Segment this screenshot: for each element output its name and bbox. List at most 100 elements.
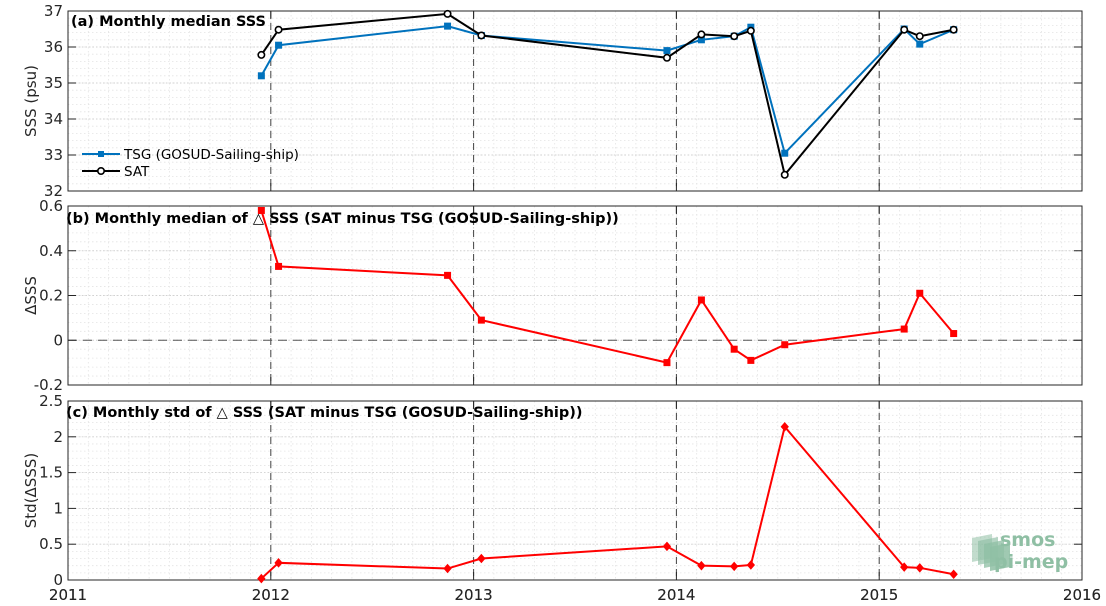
data-point [730,32,739,41]
grid [67,400,1083,581]
data-point [443,563,452,574]
data-point [697,296,705,304]
data-point [950,330,958,338]
series-0 [257,422,958,584]
data-point [780,422,789,432]
data-point [275,262,283,270]
panel-b-monthly-median-delta-sss: -0.2 0 0.2 0.4 0.6 ΔSSS (b) Monthly median of … [22,197,1083,394]
y-tick-label: 36 [44,38,63,56]
data-point [915,563,924,573]
series-line [260,210,955,364]
x-tick-label: 2014 [657,586,695,604]
data-point [949,569,958,580]
series-line [260,12,954,177]
y-tick-label: 32 [44,182,63,200]
x-tick-label: 2012 [252,586,290,604]
smos-pi-mep-logo: smos pi-mep [972,529,1068,573]
data-point [257,50,266,59]
x-tick-label: 2016 [1063,586,1101,604]
y-tick-label: 33 [44,146,63,164]
data-point [443,9,452,18]
data-point [781,149,789,157]
panel-a-monthly-median-sss: 32 33 34 35 36 37 2011 2012 2013 2014 2015 2016 SSS … [22,2,1101,604]
y-tick-label: 1 [53,499,63,517]
panel-title: (b) Monthly median of △ SSS (SAT minus T… [66,211,619,227]
y-tick-label: 0.4 [39,242,63,260]
data-point [900,25,909,34]
y-axis-label: SSS (psu) [22,65,40,137]
panel-title: (a) Monthly median SSS [71,14,266,30]
data-point [477,31,486,40]
data-point [916,40,924,48]
y-axis-label: Std(ΔSSS) [22,453,40,528]
data-point [274,558,283,568]
y-tick-label: 34 [44,110,63,128]
x-tick-label: 2014 [657,586,695,604]
y-tick-label: 37 [44,2,63,20]
x-tick-label: 2016 [1063,586,1101,604]
data-point [275,41,283,49]
data-point [781,341,789,349]
data-point [444,271,452,279]
legend: TSG (GOSUD-Sailing-ship)SAT [82,147,299,180]
y-tick-label: 0.5 [39,535,63,553]
series-0 [257,22,958,157]
data-point [697,30,706,39]
data-point [257,72,265,80]
data-point [747,356,755,364]
y-tick-label: 0.6 [39,197,63,215]
series-line [260,25,955,156]
data-point [663,47,671,55]
y-tick-label: 0 [53,331,63,349]
y-tick-label: 1.5 [39,464,63,482]
data-point [916,289,924,297]
x-tick-label: 2015 [860,586,898,604]
data-point [730,561,739,572]
data-point [697,560,706,571]
data-point [477,316,485,324]
x-tick-label: 2013 [455,586,493,604]
logo-line-1: smos [1000,529,1055,551]
data-point [257,206,265,214]
x-tick-label: 2013 [455,586,493,604]
logo-layer [990,543,1010,571]
data-point [780,170,789,179]
x-tick-label: 2015 [860,586,898,604]
x-tick-label: 2011 [49,586,87,604]
data-point [915,32,924,41]
data-point [746,26,755,35]
series-line [260,424,954,580]
legend-swatch-marker [97,167,106,176]
data-point [257,573,266,584]
data-point [900,562,909,572]
series-0 [257,206,958,367]
logo-line-2: pi-mep [994,551,1068,573]
grid [67,10,1083,192]
data-point [663,359,671,367]
grid [67,205,1083,386]
data-point [746,560,756,570]
data-point [662,53,671,62]
data-point [900,325,908,333]
data-point [274,25,283,34]
y-tick-label: 2.5 [39,392,63,410]
y-axis-label: ΔSSS [22,276,40,315]
series-1 [257,9,958,179]
y-tick-label: 2 [53,428,63,446]
y-tick-label: 0.2 [39,287,63,305]
x-tick-label: 2011 [49,586,87,604]
data-point [477,553,486,564]
panel-c-monthly-std-delta-sss: 0 0.5 1 1.5 2 2.5 2011 2012 2013 2014 2015 2016 Std(… [22,392,1101,604]
x-tick-label: 2012 [252,586,290,604]
y-tick-label: 35 [44,74,63,92]
legend-swatch-marker [98,151,104,157]
y-tick-label: -0.2 [34,376,63,394]
data-point [730,345,738,353]
axes-box [67,400,1083,581]
legend-entry: TSG (GOSUD-Sailing-ship) [123,147,299,163]
data-point [949,25,958,34]
data-point [662,541,672,552]
logo-mark-icon [972,534,1010,571]
legend-entry: SAT [124,164,150,180]
